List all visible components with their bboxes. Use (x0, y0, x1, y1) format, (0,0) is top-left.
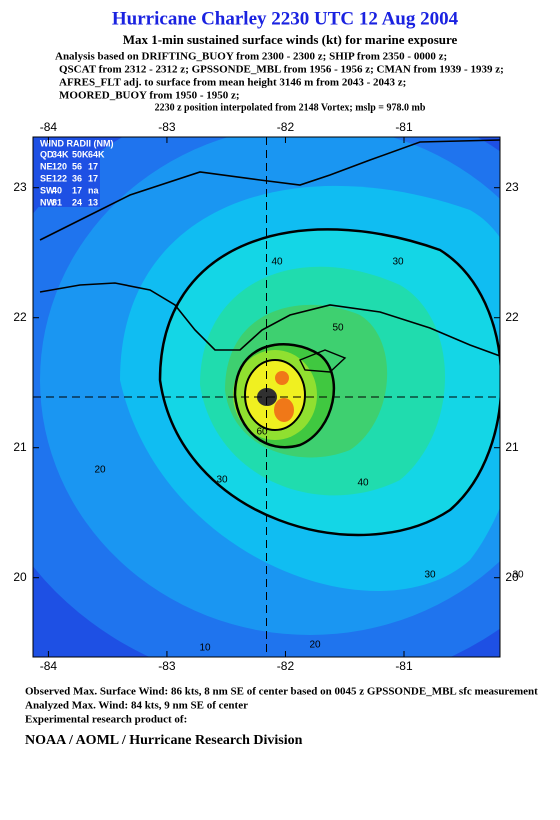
contour-fill (274, 398, 294, 422)
contour-50kt (233, 343, 335, 449)
coastline (39, 139, 500, 241)
wind-radii-cell: 17 (88, 161, 98, 171)
contour-64kt (244, 359, 306, 431)
contour-label: 40 (271, 257, 283, 268)
wind-radii-cell: 17 (88, 173, 98, 183)
wind-radii-cell: 56 (72, 161, 82, 171)
contour-label: 30 (512, 570, 524, 581)
analysis-line: AFRES_FLT adj. to surface from mean heig… (59, 77, 406, 89)
analysis-line: Analysis based on DRIFTING_BUOY from 230… (55, 51, 447, 63)
contour-label: 20 (309, 640, 321, 651)
wind-radii-header: 64K (88, 149, 105, 159)
footer-org: NOAA / AOML / Hurricane Research Divisio… (25, 733, 303, 748)
wind-radii-cell: 40 (52, 185, 62, 195)
contour-fill (275, 371, 289, 385)
wind-radii-title: WIND RADII (NM) (40, 138, 114, 148)
wind-radii-cell: 13 (88, 197, 98, 207)
lat-label: 23 (505, 180, 519, 194)
contour-34kt (158, 228, 500, 537)
footer-note: Experimental research product of: (25, 714, 187, 726)
lat-label: 23 (13, 180, 27, 194)
wind-radii-cell: 36 (72, 173, 82, 183)
title: Hurricane Charley 2230 UTC 12 Aug 2004 (112, 8, 459, 29)
lon-label: -82 (277, 659, 295, 673)
footer-observed: Observed Max. Surface Wind: 86 kts, 8 nm… (25, 686, 538, 698)
wind-radii-header: 50K (72, 149, 89, 159)
contour-label: 30 (392, 257, 404, 268)
lon-label: -83 (158, 659, 176, 673)
contour-label: 40 (357, 478, 369, 489)
analysis-line: QSCAT from 2312 - 2312 z; GPSSONDE_MBL f… (59, 64, 504, 76)
contour-label: 60 (256, 427, 268, 438)
wind-radii-cell: 17 (72, 185, 82, 195)
lat-label: 21 (13, 440, 27, 454)
lat-label: 20 (13, 570, 27, 584)
lon-label: -84 (40, 659, 58, 673)
lat-label: 20 (505, 570, 519, 584)
lat-label: 22 (13, 310, 27, 324)
wind-radii-cell: 122 (52, 173, 67, 183)
footer-analyzed: Analyzed Max. Wind: 84 kts, 9 nm SE of c… (25, 700, 248, 712)
lon-label: -81 (395, 120, 413, 134)
lat-label: 22 (505, 310, 519, 324)
wind-radii-header: QD (40, 149, 54, 159)
contour-label: 20 (94, 465, 106, 476)
lon-label: -84 (40, 120, 58, 134)
lon-label: -83 (158, 120, 176, 134)
wind-radii-cell: NW (40, 197, 55, 207)
island (299, 349, 347, 373)
subtitle: Max 1-min sustained surface winds (kt) f… (123, 32, 458, 47)
position-note: 2230 z position interpolated from 2148 V… (155, 102, 426, 113)
contour-label: 30 (424, 570, 436, 581)
wind-radii-header: 34K (52, 149, 69, 159)
lon-label: -81 (395, 659, 413, 673)
contour-label: 50 (332, 323, 344, 334)
wind-radii-cell: 81 (52, 197, 62, 207)
wind-radii-cell: 120 (52, 161, 67, 171)
wind-radii-cell: na (88, 185, 99, 195)
wind-radii-box (36, 139, 100, 207)
wind-radii-cell: 24 (72, 197, 82, 207)
coastline (39, 282, 500, 357)
contour-label: 30 (216, 475, 228, 486)
wind-radii-cell: SW (40, 185, 55, 195)
lat-label: 21 (505, 440, 519, 454)
analysis-line: MOORED_BUOY from 1950 - 1950 z; (59, 90, 240, 102)
wind-radii-cell: SE (40, 173, 52, 183)
wind-radii-cell: NE (40, 161, 53, 171)
lon-label: -82 (277, 120, 295, 134)
contour-label: 10 (199, 643, 211, 654)
